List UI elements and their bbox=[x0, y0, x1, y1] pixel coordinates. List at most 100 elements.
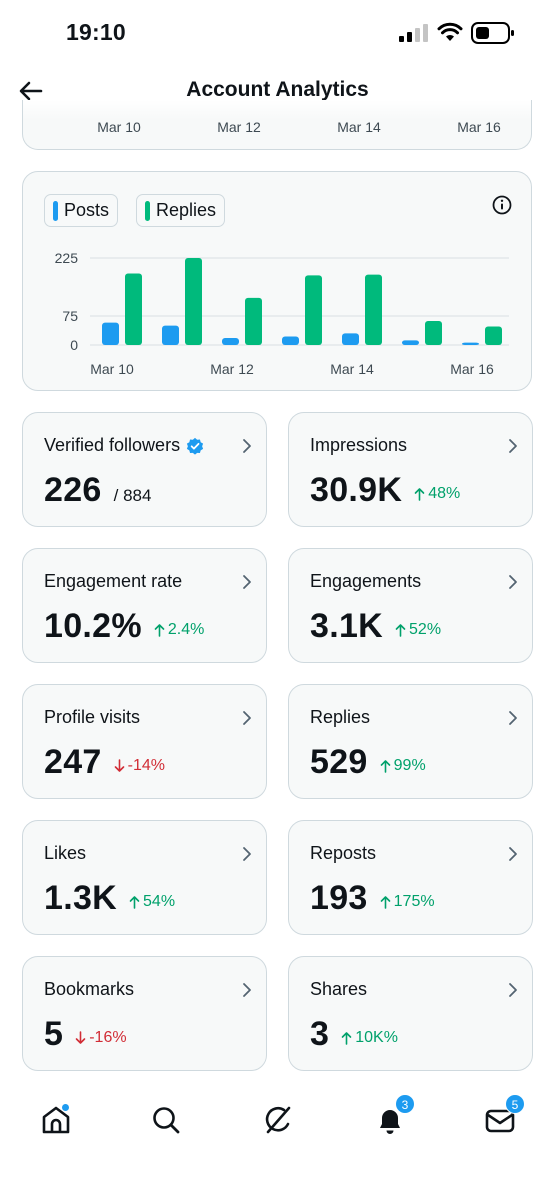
arrow-up-icon bbox=[341, 1032, 352, 1045]
chevron-right-icon bbox=[243, 439, 251, 453]
stat-card[interactable]: Profile visits 247 -14% bbox=[22, 684, 267, 799]
legend-label: Replies bbox=[156, 200, 217, 220]
scroll-fade bbox=[23, 100, 531, 120]
stat-value-row: 10.2% 2.4% bbox=[44, 607, 204, 646]
stat-value: 226 bbox=[44, 471, 102, 509]
stat-label-text: Shares bbox=[310, 979, 368, 999]
stat-value-row: 1.3K 54% bbox=[44, 879, 175, 918]
x-tick-label: Mar 14 bbox=[330, 361, 374, 377]
y-tick-label: 0 bbox=[70, 337, 78, 353]
stat-change-text: 48% bbox=[428, 485, 461, 502]
legend-posts[interactable]: Posts bbox=[44, 194, 119, 227]
wifi-icon bbox=[437, 22, 463, 41]
stat-card[interactable]: Shares 3 10K% bbox=[288, 956, 533, 1071]
messages-badge: 5 bbox=[505, 1094, 525, 1114]
search-icon bbox=[153, 1107, 180, 1134]
chevron-right-icon bbox=[509, 847, 517, 861]
nav-home[interactable] bbox=[36, 1100, 76, 1140]
stat-change-text: -16% bbox=[89, 1029, 127, 1046]
legend-label: Posts bbox=[64, 200, 110, 220]
stat-label: Engagements bbox=[310, 571, 421, 592]
stat-label-text: Impressions bbox=[310, 435, 408, 455]
stat-label: Reposts bbox=[310, 843, 376, 864]
notification-badge: 3 bbox=[395, 1094, 415, 1114]
chart-bar-posts bbox=[462, 342, 479, 345]
stat-value: 30.9K bbox=[310, 471, 403, 509]
chart-bar-posts bbox=[282, 336, 299, 345]
stat-value-row: 247 -14% bbox=[44, 743, 165, 782]
stat-value-row: 226 / 884 bbox=[44, 471, 151, 510]
stat-change-text: -14% bbox=[127, 757, 165, 774]
stat-value-row: 30.9K 48% bbox=[310, 471, 460, 510]
stat-change-text: 2.4% bbox=[167, 621, 205, 638]
x-tick-label: Mar 16 bbox=[457, 119, 501, 135]
stat-label: Verified followers bbox=[44, 435, 204, 456]
stat-card[interactable]: Reposts 193 175% bbox=[288, 820, 533, 935]
info-icon[interactable] bbox=[491, 194, 513, 216]
stat-change: 52% bbox=[395, 621, 441, 639]
page-title: Account Analytics bbox=[186, 78, 369, 101]
stat-change: 2.4% bbox=[154, 621, 204, 639]
notification-dot bbox=[61, 1103, 70, 1112]
legend-replies[interactable]: Replies bbox=[136, 194, 226, 227]
stat-label: Bookmarks bbox=[44, 979, 134, 1000]
stat-card[interactable]: Impressions 30.9K 48% bbox=[288, 412, 533, 527]
stat-change-text: 99% bbox=[393, 757, 426, 774]
stat-label-text: Reposts bbox=[310, 843, 377, 863]
stat-label: Shares bbox=[310, 979, 367, 1000]
arrow-up-icon bbox=[395, 624, 406, 637]
stat-label-text: Replies bbox=[310, 707, 371, 727]
stat-card[interactable]: Bookmarks 5 -16% bbox=[22, 956, 267, 1071]
stat-change: 99% bbox=[380, 757, 426, 775]
stat-value: 193 bbox=[310, 879, 368, 917]
stat-value-row: 3 10K% bbox=[310, 1015, 398, 1054]
status-time: 19:10 bbox=[66, 19, 126, 45]
chart-bar-replies bbox=[245, 297, 262, 345]
legend-swatch bbox=[53, 200, 58, 221]
stat-change: 54% bbox=[129, 893, 175, 911]
chart-bar-replies bbox=[305, 275, 322, 345]
bottom-nav: 3 5 bbox=[0, 1090, 555, 1160]
nav-notifications[interactable]: 3 bbox=[370, 1094, 415, 1140]
cellular-signal-icon bbox=[399, 24, 428, 42]
stat-card[interactable]: Replies 529 99% bbox=[288, 684, 533, 799]
stat-change: 175% bbox=[380, 893, 435, 911]
nav-messages[interactable]: 5 bbox=[480, 1094, 525, 1140]
header: Account Analytics bbox=[0, 62, 555, 118]
chart-bar-replies bbox=[185, 258, 202, 345]
nav-search[interactable] bbox=[146, 1100, 186, 1140]
stat-change: -16% bbox=[75, 1029, 127, 1047]
chevron-right-icon bbox=[243, 575, 251, 589]
battery-icon bbox=[471, 22, 514, 44]
x-tick-label: Mar 16 bbox=[450, 361, 494, 377]
stat-change-text: 54% bbox=[143, 893, 176, 910]
stat-change: -14% bbox=[114, 757, 165, 775]
stat-change-text: 10K% bbox=[355, 1029, 398, 1046]
y-tick-label: 75 bbox=[62, 308, 78, 324]
stat-card[interactable]: Engagement rate 10.2% 2.4% bbox=[22, 548, 267, 663]
stat-label-text: Likes bbox=[44, 843, 87, 863]
stat-card[interactable]: Engagements 3.1K 52% bbox=[288, 548, 533, 663]
chart-bar-replies bbox=[365, 274, 382, 345]
chart-bar-posts bbox=[402, 340, 419, 345]
stat-value: 3.1K bbox=[310, 607, 384, 645]
stat-value: 10.2% bbox=[44, 607, 142, 645]
arrow-left-icon[interactable] bbox=[16, 76, 46, 106]
stat-card[interactable]: Likes 1.3K 54% bbox=[22, 820, 267, 935]
bell-icon bbox=[380, 1110, 400, 1134]
x-tick-label: Mar 10 bbox=[97, 119, 141, 135]
chevron-right-icon bbox=[509, 439, 517, 453]
nav-grok[interactable] bbox=[258, 1100, 298, 1140]
chart-bar-posts bbox=[162, 325, 179, 345]
stat-card[interactable]: Verified followers 226 / 884 bbox=[22, 412, 267, 527]
y-tick-label: 225 bbox=[55, 250, 79, 266]
stat-label: Likes bbox=[44, 843, 86, 864]
chevron-right-icon bbox=[509, 983, 517, 997]
verified-badge-icon bbox=[186, 437, 204, 455]
arrow-up-icon bbox=[154, 624, 165, 637]
stat-label-text: Verified followers bbox=[44, 435, 181, 455]
stat-value-row: 5 -16% bbox=[44, 1015, 127, 1054]
arrow-up-icon bbox=[129, 896, 140, 909]
legend-swatch bbox=[145, 200, 150, 221]
stat-label: Profile visits bbox=[44, 707, 140, 728]
